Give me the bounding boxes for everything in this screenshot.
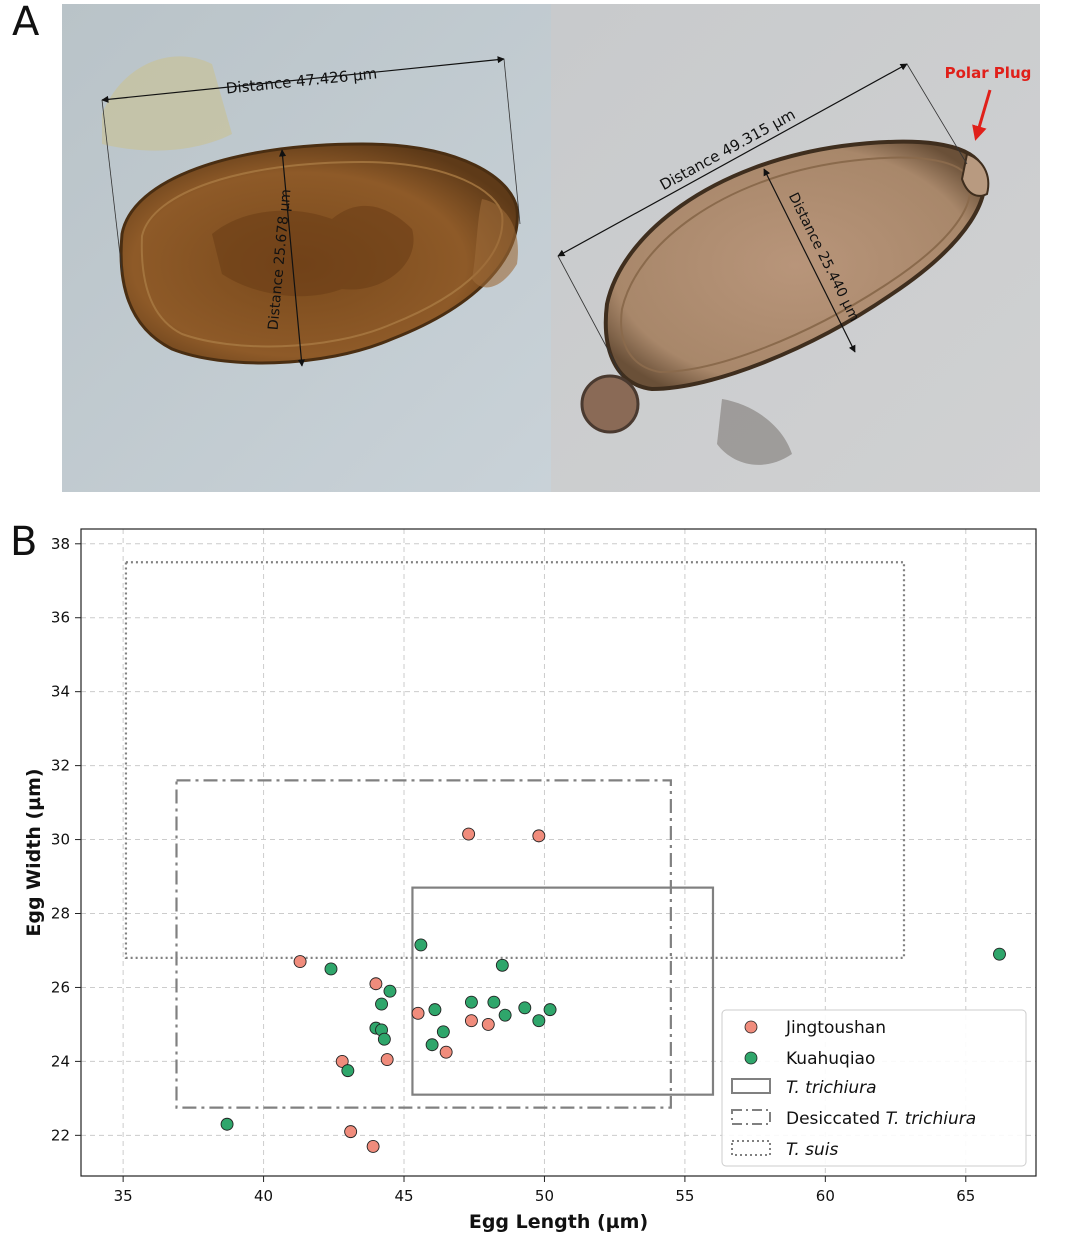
legend-label-trichiura: T. trichiura (786, 1078, 877, 1098)
y-tick-label: 36 (51, 609, 70, 627)
y-tick-label: 38 (51, 535, 70, 553)
y-axis-label: Egg Width (µm) (23, 768, 45, 936)
legend-marker-jingtoushan (744, 1020, 758, 1034)
polar-plug-arrow (972, 89, 992, 141)
point-kuahuqiao (341, 1064, 355, 1078)
point-jingtoushan (532, 829, 546, 843)
point-jingtoushan (344, 1125, 358, 1139)
point-kuahuqiao (428, 1003, 442, 1017)
y-tick-label: 24 (51, 1052, 70, 1070)
point-kuahuqiao (487, 995, 501, 1009)
point-jingtoushan (411, 1006, 425, 1020)
point-kuahuqiao (495, 958, 509, 972)
legend-label-kuahuqiao: Kuahuqiao (786, 1049, 875, 1069)
data-points (220, 827, 1006, 1153)
y-tick-label: 22 (51, 1126, 70, 1144)
x-tick-label: 50 (535, 1187, 554, 1205)
legend-marker-desiccated (731, 1109, 771, 1125)
point-kuahuqiao (324, 962, 338, 976)
point-kuahuqiao (498, 1008, 512, 1022)
y-tick-label: 28 (51, 905, 70, 923)
x-tick-label: 35 (114, 1187, 133, 1205)
y-tick-label: 26 (51, 978, 70, 996)
point-kuahuqiao (436, 1025, 450, 1039)
region-t-suis (124, 561, 906, 959)
x-tick-label: 40 (254, 1187, 273, 1205)
point-kuahuqiao (414, 938, 428, 952)
reference-regions (124, 561, 906, 1109)
scatter-chart: 35 40 45 50 55 60 65 22 24 26 28 30 32 34 36 38 Egg Le… (23, 528, 1037, 1233)
point-kuahuqiao (518, 1001, 532, 1015)
legend-label-jingtoushan: Jingtoushan (785, 1018, 886, 1038)
y-tick-label: 32 (51, 757, 70, 775)
micrograph-right: Distance 49.315 µm Distance 25.440 µm Po… (551, 4, 1040, 492)
point-kuahuqiao (532, 1014, 546, 1028)
point-kuahuqiao (375, 997, 388, 1011)
point-kuahuqiao (377, 1032, 391, 1046)
legend-box (721, 1009, 1027, 1167)
region-desiccated-t-trichiura (175, 779, 672, 1109)
plot-frame (80, 528, 1037, 1177)
legend-label-suis: T. suis (786, 1140, 839, 1160)
panel-letter-a: A (12, 0, 40, 45)
x-axis-label: Egg Length (µm) (469, 1211, 648, 1233)
micrograph-panel: Distance 47.426 µm Distance 25.678 µm Di… (62, 4, 1040, 492)
y-tick-label: 34 (51, 683, 70, 701)
x-tick-label: 55 (675, 1187, 694, 1205)
legend-marker-kuahuqiao (744, 1051, 758, 1065)
legend-marker-suis (731, 1140, 771, 1156)
point-kuahuqiao (383, 984, 397, 998)
y-axis-ticks: 22 24 26 28 30 32 34 36 38 (51, 535, 81, 1144)
micrograph-left: Distance 47.426 µm Distance 25.678 µm (62, 4, 551, 492)
x-tick-label: 65 (956, 1187, 975, 1205)
point-jingtoushan (293, 955, 307, 969)
point-kuahuqiao (425, 1038, 439, 1052)
point-kuahuqiao (220, 1117, 234, 1131)
point-kuahuqiao (993, 947, 1006, 961)
point-jingtoushan (369, 977, 383, 991)
region-t-trichiura (411, 886, 715, 1096)
x-tick-label: 45 (394, 1187, 413, 1205)
point-kuahuqiao (464, 995, 478, 1009)
point-jingtoushan (464, 1014, 478, 1028)
point-jingtoushan (366, 1139, 380, 1153)
polar-plug-label: Polar Plug (945, 64, 1032, 82)
panel-letter-b: B (10, 519, 38, 565)
legend-label-desiccated: Desiccated T. trichiura (786, 1109, 976, 1129)
x-axis-ticks: 35 40 45 50 55 60 65 (114, 1176, 975, 1205)
point-jingtoushan (462, 827, 476, 841)
point-jingtoushan (335, 1054, 349, 1068)
point-jingtoushan (380, 1053, 394, 1066)
point-kuahuqiao (543, 1003, 557, 1017)
point-jingtoushan (481, 1017, 495, 1031)
point-jingtoushan (439, 1045, 453, 1059)
legend-marker-trichiura (731, 1078, 771, 1094)
x-tick-label: 60 (816, 1187, 835, 1205)
chart-legend: Jingtoushan Kuahuqiao T. trichiura Desic… (721, 1009, 1027, 1167)
y-tick-label: 30 (51, 831, 70, 849)
